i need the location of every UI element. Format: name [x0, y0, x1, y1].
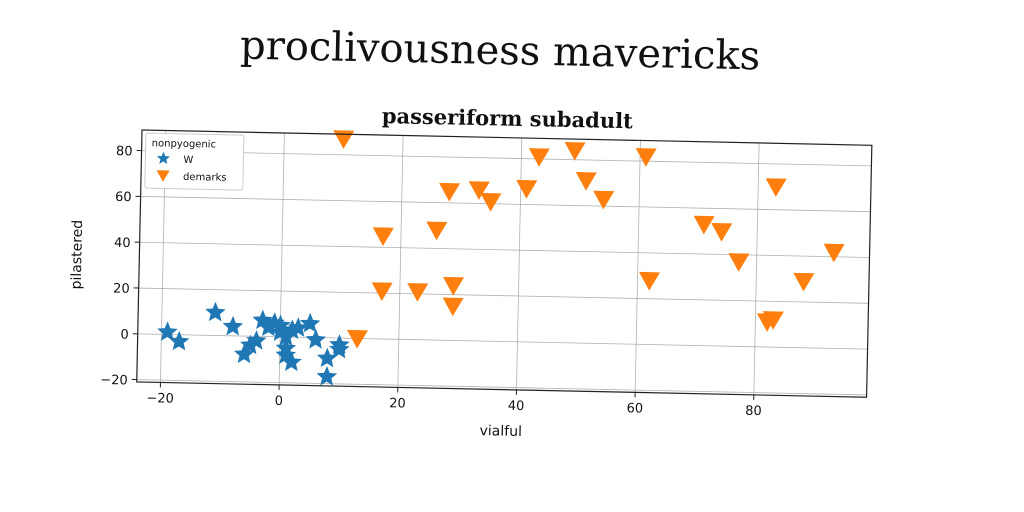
point-star — [168, 330, 190, 351]
data-points — [157, 130, 845, 386]
point-triangle — [765, 178, 787, 197]
point-star — [270, 314, 291, 335]
point-triangle — [372, 227, 394, 246]
grid-line-y — [140, 196, 871, 213]
point-triangle — [728, 253, 750, 272]
point-triangle — [711, 222, 733, 242]
legend-marker-0 — [156, 151, 170, 165]
point-star — [157, 321, 178, 342]
point-star — [205, 301, 226, 322]
y-tick-label: 0 — [120, 327, 129, 342]
point-triangle — [443, 276, 465, 296]
grid-line-x — [397, 135, 404, 388]
point-triangle — [442, 297, 464, 317]
legend-marker-1 — [156, 170, 170, 182]
y-axis-label: pilastered — [69, 220, 86, 290]
point-triangle — [480, 192, 502, 212]
y-tick-label: 40 — [114, 236, 131, 251]
point-triangle — [346, 329, 368, 349]
point-triangle — [635, 148, 657, 167]
point-triangle — [793, 272, 815, 292]
grid-line-x — [634, 140, 641, 393]
point-triangle — [528, 148, 550, 167]
point-star — [246, 330, 267, 350]
point-triangle — [371, 282, 393, 301]
point-star — [222, 315, 244, 336]
point-triangle — [823, 243, 845, 263]
legend-title: nonpyogenic — [152, 138, 217, 150]
x-tick-label: 0 — [274, 394, 283, 409]
grid-lines — [136, 130, 872, 396]
y-tick-label: 20 — [113, 282, 130, 297]
plot-area — [136, 130, 872, 398]
x-tick-label: 40 — [508, 399, 525, 414]
point-triangle — [639, 271, 661, 291]
y-tick-label: 80 — [116, 144, 133, 159]
point-triangle — [439, 182, 461, 202]
point-triangle — [333, 130, 355, 149]
x-axis-label: vialful — [479, 423, 522, 440]
point-triangle — [407, 283, 429, 302]
x-tick-label: 60 — [626, 401, 643, 416]
grid-line-x — [278, 132, 285, 385]
grid-line-x — [753, 142, 760, 395]
point-triangle — [593, 190, 615, 210]
grid-line-x — [516, 137, 523, 390]
point-triangle — [762, 311, 784, 330]
y-tick-label: 60 — [115, 190, 132, 205]
x-tick-label: −20 — [146, 391, 174, 407]
grid-line-y — [137, 333, 868, 350]
grid-line-y — [138, 287, 869, 304]
chart-title: passeriform subadult — [382, 103, 634, 133]
point-triangle — [564, 142, 586, 161]
y-tick-label: −20 — [100, 373, 128, 389]
point-star — [316, 365, 338, 386]
legend-label: W — [183, 155, 193, 166]
legend-label: demarks — [183, 172, 227, 184]
x-tick-label: 80 — [745, 404, 762, 419]
point-triangle — [693, 215, 715, 235]
point-triangle — [516, 179, 538, 199]
point-triangle — [575, 172, 597, 191]
axis-ticks: −20 0 20 40 60 80 −20 0 20 40 60 80 — [100, 144, 762, 419]
grid-line-y — [141, 150, 872, 167]
point-star — [299, 312, 321, 333]
point-star — [329, 338, 350, 359]
point-star — [305, 329, 327, 349]
point-triangle — [468, 181, 490, 200]
legend-box — [144, 132, 245, 191]
grid-line-y — [136, 379, 867, 396]
plot-frame — [136, 129, 873, 398]
x-tick-label: 20 — [389, 396, 406, 411]
point-star — [281, 351, 302, 372]
point-triangle — [426, 221, 448, 241]
